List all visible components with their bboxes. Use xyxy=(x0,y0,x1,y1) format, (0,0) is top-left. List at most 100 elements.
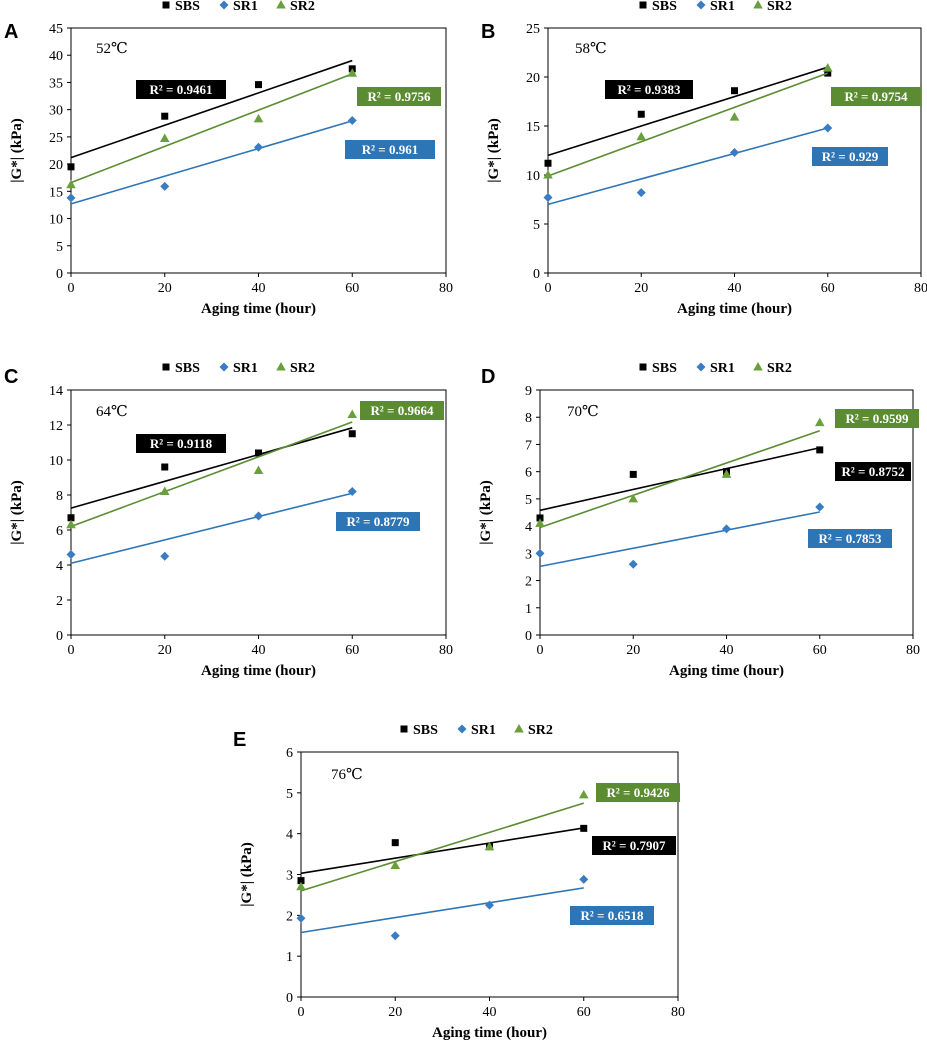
data-point-sr1 xyxy=(390,931,400,941)
y-tick-label: 0 xyxy=(56,629,63,644)
data-point-sr2 xyxy=(721,469,732,478)
data-point-sr2 xyxy=(814,417,825,427)
legend-entry-sbs: SBS xyxy=(413,723,438,738)
data-point-sr1 xyxy=(160,181,170,191)
data-point-sr1 xyxy=(535,548,545,558)
y-tick-label: 4 xyxy=(525,520,532,535)
y-tick-label: 15 xyxy=(49,185,63,200)
data-point-sr1 xyxy=(254,511,263,521)
y-tick-label: 25 xyxy=(49,131,63,146)
series-sr1 xyxy=(296,874,589,941)
y-tick-label: 5 xyxy=(533,218,540,233)
trendline-sbs xyxy=(70,427,353,509)
x-axis-label: Aging time (hour) xyxy=(669,663,784,679)
panel-label: C xyxy=(4,366,18,388)
r2-value: R² = 0.9754 xyxy=(845,89,908,104)
data-point-sbs xyxy=(536,514,544,522)
r2-box xyxy=(835,409,919,428)
legend-marker-sr1 xyxy=(696,362,706,372)
x-tick-label: 80 xyxy=(914,281,927,296)
series-sr2 xyxy=(543,63,833,179)
data-point-sr2 xyxy=(390,860,401,870)
panel-label: A xyxy=(4,21,18,43)
trendline-sbs xyxy=(300,827,584,875)
trendline-sr2 xyxy=(539,430,821,529)
y-tick-label: 2 xyxy=(525,575,532,590)
r2-label-sbs: R² = 0.9383 xyxy=(605,80,693,99)
x-tick-label: 60 xyxy=(821,281,835,296)
data-point-sbs xyxy=(731,87,738,95)
r2-box xyxy=(357,87,441,106)
legend-entry-sr2: SR2 xyxy=(290,361,315,376)
x-tick-label: 40 xyxy=(720,643,734,658)
r2-label-sr1: R² = 0.929 xyxy=(812,147,888,166)
data-point-sbs xyxy=(816,446,824,454)
data-point-sr1 xyxy=(254,142,263,152)
r2-box xyxy=(570,906,654,925)
data-point-sbs xyxy=(348,430,356,438)
x-tick-label: 60 xyxy=(345,281,359,296)
r2-value: R² = 0.9461 xyxy=(150,82,213,97)
x-tick-label: 20 xyxy=(158,281,172,296)
legend-marker-sr1 xyxy=(219,362,229,372)
y-tick-label: 3 xyxy=(525,547,532,562)
legend-marker-sr2 xyxy=(276,0,286,9)
chart-panel-a: 0 5 10 15 20 25 30 35 40 45 0 20 40 60 80 Aging time (h… xyxy=(4,0,453,317)
r2-value: R² = 0.8779 xyxy=(347,514,410,529)
trendline-sr1 xyxy=(547,127,828,206)
x-tick-label: 80 xyxy=(439,643,453,658)
legend: SBS SR1 SR2 xyxy=(639,0,792,14)
x-tick-label: 0 xyxy=(68,643,75,658)
x-tick-label: 40 xyxy=(483,1005,497,1020)
x-tick-label: 20 xyxy=(388,1005,402,1020)
temperature-label: 70℃ xyxy=(567,404,599,420)
x-tick-label: 60 xyxy=(577,1005,591,1020)
y-tick-label: 25 xyxy=(526,22,540,37)
data-point-sr2 xyxy=(543,170,553,179)
data-point-sr1 xyxy=(579,874,589,884)
r2-value: R² = 0.9426 xyxy=(607,785,670,800)
series-sr1 xyxy=(66,487,357,565)
legend-entry-sr2: SR2 xyxy=(528,723,553,738)
data-point-sr2 xyxy=(628,493,639,503)
legend-entry-sr2: SR2 xyxy=(767,361,792,376)
data-point-sr1 xyxy=(815,502,825,512)
r2-box xyxy=(136,80,226,99)
y-tick-label: 1 xyxy=(525,602,532,617)
x-axis-label: Aging time (hour) xyxy=(432,1025,547,1041)
y-tick-label: 12 xyxy=(49,419,63,434)
data-point-sbs xyxy=(67,163,75,171)
legend-entry-sbs: SBS xyxy=(175,361,200,376)
r2-box xyxy=(136,434,226,453)
legend-marker-sr2 xyxy=(753,0,763,9)
trendline-sbs xyxy=(70,59,353,159)
legend-entry-sr1: SR1 xyxy=(471,723,496,738)
r2-value: R² = 0.961 xyxy=(362,142,418,157)
r2-value: R² = 0.9756 xyxy=(368,89,431,104)
legend-entry-sr1: SR1 xyxy=(710,0,735,14)
r2-label-sbs: R² = 0.9461 xyxy=(136,80,226,99)
data-point-sbs xyxy=(255,449,262,457)
trendline-sr1 xyxy=(539,511,820,568)
legend-marker-sr1 xyxy=(219,0,229,10)
legend-entry-sbs: SBS xyxy=(652,0,677,14)
y-tick-label: 0 xyxy=(286,991,293,1006)
data-point-sr1 xyxy=(66,550,76,559)
trendline-sr2 xyxy=(70,421,353,528)
y-axis-label: |G*| (kPa) xyxy=(239,842,255,907)
x-tick-label: 80 xyxy=(906,643,920,658)
data-point-sr2 xyxy=(66,519,76,529)
series-sbs xyxy=(67,427,356,522)
y-axis-label: |G*| (kPa) xyxy=(9,480,25,545)
legend-entry-sbs: SBS xyxy=(175,0,200,14)
panel-label: D xyxy=(481,366,495,388)
x-tick-label: 40 xyxy=(728,281,742,296)
r2-label-sr2: R² = 0.9664 xyxy=(360,401,444,420)
legend-marker-sr1 xyxy=(457,724,467,734)
r2-value: R² = 0.9383 xyxy=(618,82,681,97)
x-tick-label: 20 xyxy=(626,643,640,658)
data-point-sr2 xyxy=(535,518,545,527)
y-tick-label: 45 xyxy=(49,22,63,37)
y-tick-label: 20 xyxy=(49,158,63,173)
